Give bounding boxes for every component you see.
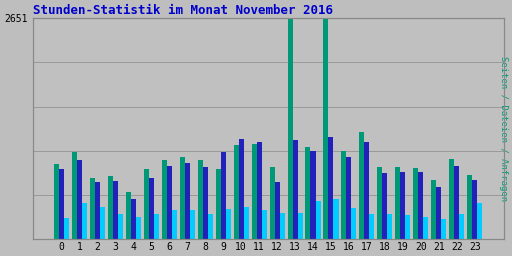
Bar bbox=[162, 160, 167, 239]
Bar bbox=[239, 139, 244, 239]
Bar bbox=[126, 193, 131, 239]
Bar bbox=[431, 180, 436, 239]
Bar bbox=[198, 160, 203, 239]
Bar bbox=[365, 143, 370, 239]
Bar bbox=[436, 187, 441, 239]
Bar bbox=[113, 181, 118, 239]
Bar bbox=[167, 166, 172, 239]
Bar bbox=[149, 178, 154, 239]
Bar bbox=[351, 208, 356, 239]
Bar bbox=[477, 203, 482, 239]
Bar bbox=[221, 152, 226, 239]
Bar bbox=[244, 207, 249, 239]
Text: Stunden-Statistik im Monat November 2016: Stunden-Statistik im Monat November 2016 bbox=[33, 4, 332, 17]
Bar bbox=[370, 215, 374, 239]
Bar bbox=[274, 183, 280, 239]
Bar bbox=[297, 213, 303, 239]
Bar bbox=[226, 209, 231, 239]
Bar bbox=[190, 210, 195, 239]
Bar bbox=[388, 214, 392, 239]
Bar bbox=[449, 159, 454, 239]
Bar bbox=[342, 151, 347, 239]
Bar bbox=[310, 151, 315, 239]
Bar bbox=[382, 173, 388, 239]
Bar bbox=[472, 180, 477, 239]
Bar bbox=[467, 175, 472, 239]
Bar bbox=[144, 169, 149, 239]
Bar bbox=[333, 199, 338, 239]
Bar bbox=[280, 213, 285, 239]
Bar bbox=[306, 147, 310, 239]
Bar bbox=[90, 178, 95, 239]
Bar bbox=[395, 167, 400, 239]
Bar bbox=[257, 143, 262, 239]
Bar bbox=[72, 152, 77, 239]
Bar bbox=[131, 199, 136, 239]
Bar bbox=[216, 169, 221, 239]
Bar bbox=[203, 167, 208, 239]
Bar bbox=[315, 201, 321, 239]
Bar bbox=[185, 163, 190, 239]
Bar bbox=[118, 214, 123, 239]
Bar bbox=[423, 217, 429, 239]
Bar bbox=[441, 219, 446, 239]
Bar bbox=[359, 132, 365, 239]
Bar bbox=[59, 169, 64, 239]
Bar bbox=[54, 164, 59, 239]
Bar bbox=[288, 18, 292, 239]
Bar bbox=[418, 172, 423, 239]
Bar bbox=[95, 183, 100, 239]
Bar bbox=[269, 167, 274, 239]
Bar bbox=[180, 157, 185, 239]
Bar bbox=[400, 173, 406, 239]
Bar bbox=[108, 176, 113, 239]
Y-axis label: Seiten / Dateien / Anfragen: Seiten / Dateien / Anfragen bbox=[499, 56, 508, 201]
Bar bbox=[154, 215, 159, 239]
Bar bbox=[251, 144, 257, 239]
Bar bbox=[454, 166, 459, 239]
Bar bbox=[377, 167, 382, 239]
Bar bbox=[172, 210, 177, 239]
Bar bbox=[208, 214, 213, 239]
Bar bbox=[329, 137, 333, 239]
Bar bbox=[413, 168, 418, 239]
Bar bbox=[233, 145, 239, 239]
Bar bbox=[100, 207, 105, 239]
Bar bbox=[64, 218, 69, 239]
Bar bbox=[262, 210, 267, 239]
Bar bbox=[324, 18, 329, 239]
Bar bbox=[82, 203, 87, 239]
Bar bbox=[77, 160, 82, 239]
Bar bbox=[347, 157, 351, 239]
Bar bbox=[406, 215, 411, 239]
Bar bbox=[292, 140, 297, 239]
Bar bbox=[459, 215, 464, 239]
Bar bbox=[136, 217, 141, 239]
